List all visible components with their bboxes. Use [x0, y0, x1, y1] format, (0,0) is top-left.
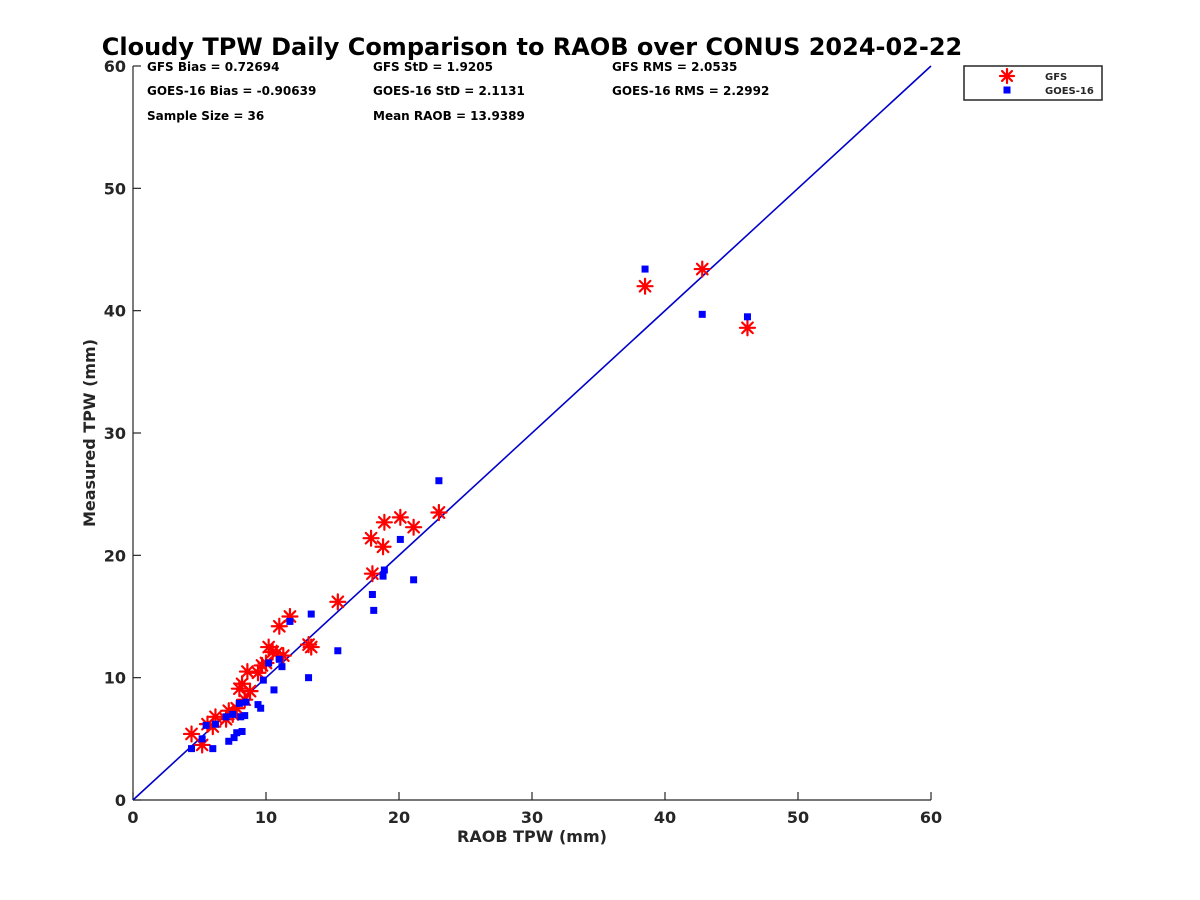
- gfs-point: [363, 565, 381, 583]
- goes16-point: [241, 712, 249, 720]
- goes16-point: [334, 647, 342, 655]
- goes16-point: [698, 310, 706, 318]
- stat-text: GFS Bias = 0.72694: [147, 60, 279, 74]
- goes16-point: [270, 686, 278, 694]
- goes16-point: [275, 655, 283, 663]
- gfs-point: [182, 725, 201, 743]
- goes16-point: [209, 745, 217, 753]
- goes16-point: [238, 727, 246, 735]
- goes16-point: [202, 721, 210, 729]
- stat-text: GOES-16 Bias = -0.90639: [147, 84, 316, 98]
- x-tick-label: 10: [255, 808, 277, 827]
- goes16-point: [410, 576, 418, 584]
- y-axis-label: Measured TPW (mm): [80, 339, 99, 527]
- legend-gfs-label: GFS: [1045, 72, 1067, 83]
- stat-text: GOES-16 RMS = 2.2992: [612, 84, 769, 98]
- x-ticks: 0 10 20 30 40 50 60: [127, 792, 942, 827]
- y-tick-label: 40: [104, 302, 126, 321]
- goes16-point: [435, 477, 443, 485]
- goes16-point: [235, 699, 243, 707]
- goes16-point: [211, 720, 219, 728]
- gfs-point: [391, 508, 409, 527]
- goes16-point: [257, 704, 265, 712]
- goes16-point: [743, 313, 751, 321]
- gfs-point: [270, 617, 288, 635]
- gfs-point: [636, 277, 654, 295]
- y-ticks: 0 10 20 30 40 50 60: [104, 57, 141, 810]
- goes16-point: [225, 737, 233, 745]
- x-tick-label: 60: [920, 808, 942, 827]
- series-goes16: [188, 265, 751, 753]
- gfs-point: [329, 593, 347, 611]
- legend-box: [963, 65, 1103, 101]
- goes16-point: [229, 710, 237, 718]
- y-tick-label: 10: [104, 669, 126, 688]
- legend: GFS GOES-16: [963, 65, 1103, 101]
- goes16-point: [368, 590, 376, 598]
- chart-title: Cloudy TPW Daily Comparison to RAOB over…: [102, 33, 962, 61]
- x-axis-label: RAOB TPW (mm): [457, 827, 607, 846]
- gfs-point: [430, 503, 448, 522]
- legend-goes16-square: [1003, 86, 1011, 94]
- y-tick-label: 60: [104, 57, 126, 76]
- gfs-point: [362, 529, 380, 547]
- gfs-point: [738, 319, 757, 337]
- goes16-point: [254, 701, 262, 709]
- goes16-point: [188, 745, 196, 753]
- goes16-point: [380, 566, 388, 574]
- goes16-point: [242, 698, 250, 706]
- goes16-point: [307, 610, 315, 618]
- y-tick-label: 30: [104, 424, 126, 443]
- y-tick-label: 0: [115, 791, 126, 810]
- legend-gfs-asterisk: [998, 67, 1016, 85]
- y-tick-label: 50: [104, 179, 126, 198]
- y-tick-label: 20: [104, 546, 126, 565]
- legend-gfs-marker: [998, 67, 1016, 85]
- goes16-point: [641, 265, 649, 273]
- goes16-point: [396, 535, 404, 543]
- x-tick-label: 30: [521, 808, 543, 827]
- goes16-point: [379, 572, 387, 580]
- gfs-point: [375, 513, 393, 531]
- stat-text: Mean RAOB = 13.9389: [373, 109, 525, 123]
- x-tick-label: 0: [127, 808, 138, 827]
- stat-text: GFS RMS = 2.0535: [612, 60, 737, 74]
- gfs-point: [374, 538, 392, 556]
- gfs-point: [302, 638, 320, 656]
- goes16-point: [233, 729, 241, 737]
- goes16-point: [222, 713, 230, 721]
- plot-area: 0 10 20 30 40 50 60 0 10 20 30 40 50 60: [104, 57, 942, 827]
- stat-text: Sample Size = 36: [147, 109, 264, 123]
- goes16-point: [305, 674, 313, 682]
- goes16-point: [230, 734, 238, 742]
- gfs-point: [281, 607, 299, 626]
- gfs-point: [238, 662, 256, 681]
- legend-goes16-label: GOES-16: [1045, 86, 1094, 97]
- gfs-point: [405, 518, 423, 536]
- gfs-point: [693, 260, 711, 278]
- series-gfs: [182, 260, 757, 754]
- goes16-point: [259, 676, 267, 684]
- stat-text: GFS StD = 1.9205: [373, 60, 493, 74]
- goes16-point: [286, 617, 294, 625]
- goes16-point: [198, 735, 206, 743]
- x-tick-label: 20: [388, 808, 410, 827]
- gfs-point: [241, 682, 259, 700]
- legend-goes16-marker: [1003, 86, 1011, 94]
- goes16-point: [278, 663, 286, 671]
- goes16-point: [237, 713, 245, 721]
- x-tick-label: 40: [654, 808, 676, 827]
- stat-text: GOES-16 StD = 2.1131: [373, 84, 525, 98]
- goes16-point: [265, 659, 273, 667]
- x-tick-label: 50: [787, 808, 809, 827]
- goes16-point: [370, 606, 378, 614]
- stats-group: GFS Bias = 0.72694 GFS StD = 1.9205 GFS RM…: [147, 60, 769, 123]
